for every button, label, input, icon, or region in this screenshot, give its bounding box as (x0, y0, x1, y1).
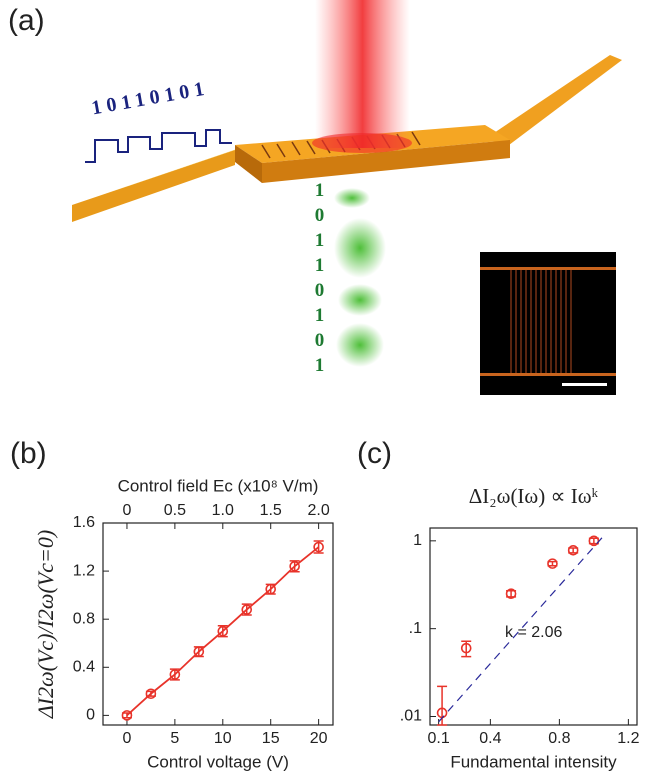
inset-electrode (480, 373, 616, 376)
chart-title: ΔI₂ω(Iω) ∝ Iωᵏ (469, 484, 599, 508)
x-tick-label: 0 (123, 730, 132, 747)
y-tick-label: 1.2 (73, 562, 95, 579)
x-tick-label: 0.8 (548, 730, 570, 747)
output-pulse (334, 188, 370, 208)
panel-label: (c) (357, 437, 392, 470)
input-wave (85, 130, 232, 162)
x-tick-label: 20 (310, 730, 328, 747)
x-tick-label: 1.2 (617, 730, 639, 747)
x-tick-label: 0.1 (428, 730, 450, 747)
lead-left-top (72, 148, 240, 205)
annotation: k = 2.06 (505, 624, 562, 641)
x2-axis-label: Control field Ec (x10⁸ V/m) (118, 476, 319, 495)
panel-label: (b) (10, 437, 47, 470)
laser-spot (312, 133, 412, 153)
input-bits: 10110101 (90, 77, 211, 119)
x-tick-label: 0.4 (479, 730, 501, 747)
x2-tick-label: 0.5 (164, 502, 186, 519)
inset-electrode (480, 267, 616, 270)
laser-beam (315, 0, 410, 148)
x-tick-label: 5 (170, 730, 179, 747)
x-tick-label: 15 (262, 730, 280, 747)
y-tick-label: .01 (400, 708, 422, 725)
scale-bar (562, 383, 607, 386)
x-axis-label: Control voltage (V) (147, 752, 289, 771)
y-tick-label: 1.6 (73, 514, 95, 531)
plot-frame (103, 523, 333, 725)
x2-tick-label: 2.0 (308, 502, 330, 519)
x-tick-label: 10 (214, 730, 232, 747)
y-tick-label: 0.8 (73, 610, 95, 627)
y-tick-label: .1 (409, 620, 422, 637)
x2-tick-label: 0 (123, 502, 132, 519)
lead-left (72, 150, 235, 222)
lead-right (488, 55, 622, 148)
panel-label: (a) (8, 4, 45, 37)
y-axis-label: ΔI2ω(Vc)/I2ω(Vc=0) (33, 530, 58, 719)
x-axis-label: Fundamental intensity (450, 752, 617, 771)
figure-canvas: (a) 10110101 (b) 0 5 10 15 20 0 0.4 0.8 1.2 1.6 0 0.… (0, 0, 651, 776)
x2-tick-label: 1.0 (212, 502, 234, 519)
figure: (a) 10110101 (b) 0 5 10 15 20 0 0.4 0.8 1.2 1.6 0 0.… (0, 0, 651, 776)
x2-tick-label: 1.5 (260, 502, 282, 519)
output-pulse (334, 218, 386, 278)
output-pulse (336, 323, 384, 367)
output-pulse (338, 284, 382, 316)
output-bits: 10110101 (308, 180, 330, 380)
y-tick-label: 1 (413, 532, 422, 549)
y-tick-label: 0 (86, 707, 95, 724)
y-tick-label: 0.4 (73, 659, 95, 676)
